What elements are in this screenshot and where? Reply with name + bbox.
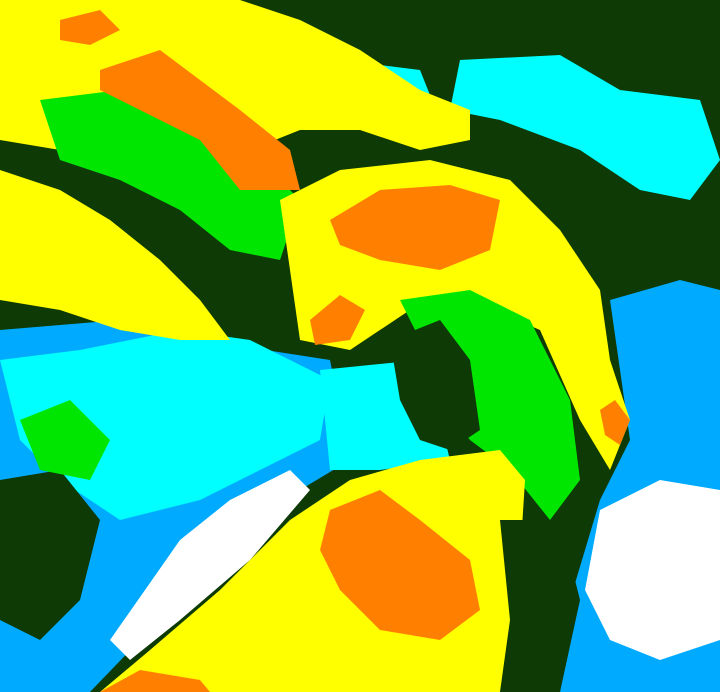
- region-dark-green-left-patches: [0, 470, 100, 640]
- region-orange-center: [310, 295, 365, 345]
- region-orange-bottom-left: [100, 670, 210, 692]
- region-orange-upper-center: [330, 185, 500, 270]
- region-orange-top: [60, 10, 120, 45]
- region-dark-green-central: [390, 320, 480, 450]
- region-orange-right-small: [600, 400, 630, 445]
- region-green-upper-band: [40, 90, 300, 260]
- region-orange-upper-band: [100, 50, 300, 190]
- region-white-right: [585, 480, 720, 660]
- region-dark-green-bottom-right: [500, 520, 580, 692]
- region-orange-bottom: [320, 490, 480, 640]
- region-white-left: [110, 470, 310, 660]
- region-green-left: [20, 400, 110, 480]
- region-cyan-top-right: [450, 55, 720, 200]
- region-yellow-left-band: [0, 170, 230, 340]
